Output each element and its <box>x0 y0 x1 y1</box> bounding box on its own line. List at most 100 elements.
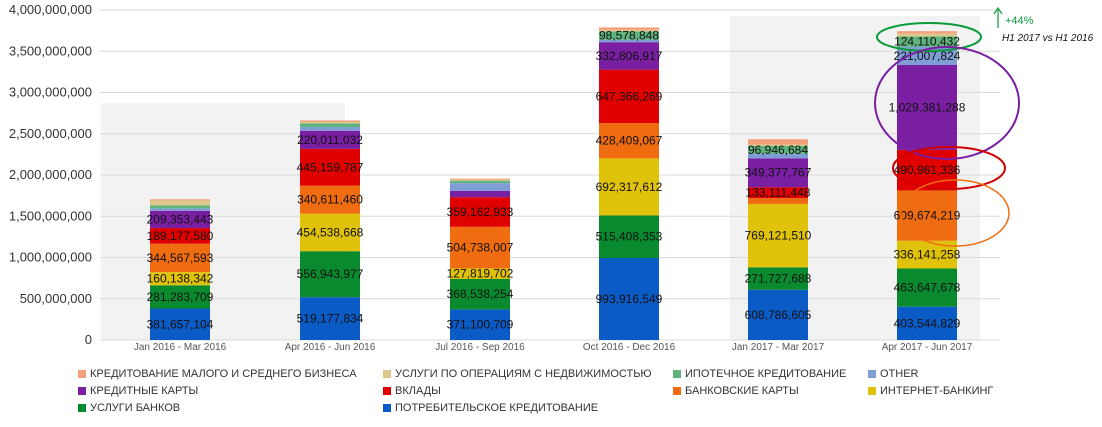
legend-label: УСЛУГИ БАНКОВ <box>90 402 181 414</box>
bar-segment <box>599 69 659 124</box>
data-label: 271,727,688 <box>745 272 812 286</box>
data-label: 504,738,007 <box>447 241 514 255</box>
x-tick-label: Jul 2016 - Sep 2016 <box>435 342 525 353</box>
data-label: 490,961,336 <box>894 163 961 177</box>
legend-swatch <box>78 387 86 395</box>
bar-segment <box>897 306 957 340</box>
bar-segment <box>897 33 957 37</box>
legend-swatch <box>868 387 876 395</box>
y-tick-label: 4,000,000,000 <box>9 2 92 17</box>
bar-segment <box>300 185 360 214</box>
data-label: 368,538,254 <box>447 287 514 301</box>
bar-segment <box>599 42 659 70</box>
x-tick-label: Jan 2017 - Mar 2017 <box>732 342 825 353</box>
data-label: 332,806,917 <box>596 49 663 63</box>
data-label: 463,647,678 <box>894 281 961 295</box>
data-label: 189,177,580 <box>147 229 214 243</box>
x-tick-label: Jan 2016 - Mar 2016 <box>134 342 227 353</box>
legend-label: ВКЛАДЫ <box>395 385 441 397</box>
bar-segment <box>748 145 808 154</box>
data-label: 993,916,549 <box>596 292 663 306</box>
data-label: 124,110,432 <box>894 35 960 49</box>
bar-segment <box>300 297 360 340</box>
growth-note: H1 2017 vs H1 2016 <box>1002 33 1094 44</box>
y-tick-label: 2,500,000,000 <box>9 126 92 141</box>
data-label: 608,786,605 <box>745 308 812 322</box>
y-tick-label: 3,000,000,000 <box>9 85 92 100</box>
bar-segment <box>748 187 808 199</box>
x-axis: Jan 2016 - Mar 2016 Apr 2016 - Jun 2016 Ju… <box>134 342 973 353</box>
bar-segment <box>748 267 808 290</box>
x-tick-label: Apr 2016 - Jun 2016 <box>285 342 376 353</box>
legend-item: КРЕДИТОВАНИЕ МАЛОГО И СРЕДНЕГО БИЗНЕСА <box>78 368 357 380</box>
bar-stacks <box>150 27 957 340</box>
bar-segment <box>450 178 510 180</box>
data-label: 445,159,787 <box>297 160 364 174</box>
bar-segment <box>150 208 210 211</box>
bar-segment <box>599 31 659 40</box>
data-label: 381,657,104 <box>147 317 214 331</box>
legend-label: БАНКОВСКИЕ КАРТЫ <box>685 385 799 397</box>
legend-label: КРЕДИТОВАНИЕ МАЛОГО И СРЕДНЕГО БИЗНЕСА <box>90 368 357 380</box>
legend-swatch <box>673 387 681 395</box>
legend-item: КРЕДИТНЫЕ КАРТЫ <box>78 385 198 397</box>
bar-segment <box>150 243 210 273</box>
data-label: 556,943,977 <box>297 267 364 281</box>
legend-label: КРЕДИТНЫЕ КАРТЫ <box>90 385 199 397</box>
bar-segment <box>450 179 510 181</box>
legend-swatch <box>383 387 391 395</box>
bar-segment <box>450 190 510 198</box>
growth-ellipse <box>876 22 982 52</box>
bar-segment <box>450 268 510 279</box>
bar-segment <box>897 36 957 47</box>
bar-segment <box>748 289 808 340</box>
bar-segment <box>450 197 510 227</box>
data-label: 519,177,834 <box>297 312 364 326</box>
legend-label: ИПОТЕЧНОЕ КРЕДИТОВАНИЕ <box>685 368 847 380</box>
data-labels: 381,657,104 281,283,709 160,138,342 344,567… <box>147 29 966 332</box>
data-label: 96,946,684 <box>748 143 808 157</box>
legend-label: ПОТРЕБИТЕЛЬСКОЕ КРЕДИТОВАНИЕ <box>395 402 599 414</box>
bar-segment <box>897 268 957 307</box>
bar-segment <box>450 278 510 310</box>
data-label: 349,377,767 <box>745 166 812 180</box>
data-label: 371,100,709 <box>447 318 514 332</box>
data-label: 769,121,510 <box>745 229 812 243</box>
legend-item: ВКЛАДЫ <box>383 385 441 397</box>
bar-segment <box>450 226 510 269</box>
bar-segment <box>450 183 510 191</box>
bar-segment <box>450 309 510 340</box>
gridlines <box>100 9 1000 341</box>
bar-segment <box>599 39 659 43</box>
bar-segment <box>150 272 210 286</box>
bar-segment <box>748 153 808 159</box>
bar-segment <box>150 199 210 201</box>
bar-segment <box>300 148 360 186</box>
data-label: 428,409,067 <box>596 134 663 148</box>
data-label: 340,611,460 <box>297 193 363 207</box>
data-label: 609,674,219 <box>894 209 961 223</box>
bar-segment <box>300 123 360 128</box>
bar-segment <box>599 258 659 340</box>
bar-segment <box>300 122 360 124</box>
bar-segment <box>599 27 659 30</box>
x-tick-label: Oct 2016 - Dec 2016 <box>583 342 676 353</box>
bar-segment <box>599 158 659 216</box>
y-tick-label: 1,000,000,000 <box>9 250 92 265</box>
data-label: 647,366,269 <box>596 89 663 103</box>
bar-segment <box>150 210 210 229</box>
credit-cards-ellipse <box>874 46 1020 160</box>
legend-item: УСЛУГИ БАНКОВ <box>78 402 180 414</box>
y-tick-label: 3,500,000,000 <box>9 43 92 58</box>
bar-segment <box>300 213 360 252</box>
bar-segment <box>150 205 210 209</box>
legend-item: ПОТРЕБИТЕЛЬСКОЕ КРЕДИТОВАНИЕ <box>383 402 598 414</box>
y-tick-label: 2,000,000,000 <box>9 167 92 182</box>
legend-item: УСЛУГИ ПО ОПЕРАЦИЯМ С НЕДВИЖИМОСТЬЮ <box>383 368 652 380</box>
legend-swatch <box>78 404 86 412</box>
y-axis: 0 500,000,000 1,000,000,000 1,500,000,000 2,… <box>9 2 92 347</box>
bar-segment <box>300 251 360 298</box>
annotations: +44% H1 2017 vs H1 2016 <box>874 6 1094 247</box>
data-label: 359,162,933 <box>447 205 514 219</box>
